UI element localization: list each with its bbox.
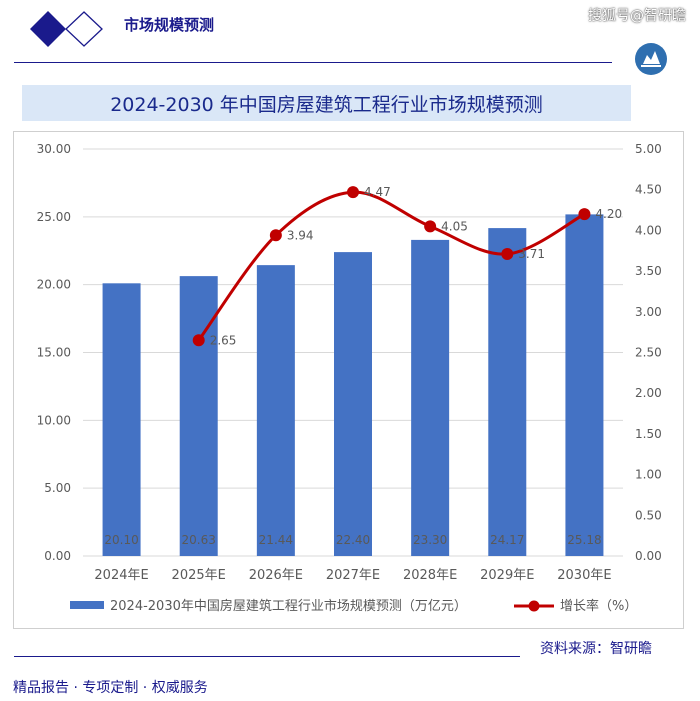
growth-point (578, 208, 591, 221)
x-tick-label: 2028年E (403, 568, 457, 583)
growth-data-label: 2.65 (210, 333, 237, 347)
legend-bar-label: 2024-2030年中国房屋建筑工程行业市场规模预测（万亿元） (110, 598, 467, 614)
y-right-tick-label: 5.00 (635, 142, 662, 156)
y-left-tick-label: 10.00 (37, 413, 71, 427)
x-tick-label: 2027年E (326, 568, 380, 583)
watermark-text: 搜狐号@智研瞻 (588, 8, 686, 24)
chart-title-box: 2024-2030 年中国房屋建筑工程行业市场规模预测 (22, 85, 631, 121)
y-right-tick-label: 3.00 (635, 305, 662, 319)
bar-data-label: 25.18 (567, 533, 601, 547)
x-tick-label: 2029年E (480, 568, 534, 583)
y-right-tick-label: 4.00 (635, 223, 662, 237)
growth-data-label: 4.20 (595, 207, 622, 221)
bar (334, 252, 372, 556)
y-left-tick-label: 20.00 (37, 278, 71, 292)
y-right-tick-label: 4.50 (635, 183, 662, 197)
combo-chart: 0.00 5.00 10.00 15.00 20.00 25.00 30.00 0.00 0.5… (37, 142, 662, 614)
x-tick-label: 2024年E (94, 568, 148, 583)
header-title: 市场规模预测 (124, 16, 215, 34)
y-left-tick-label: 15.00 (37, 346, 71, 360)
bar (102, 283, 141, 556)
chart-frame: 0.00 5.00 10.00 15.00 20.00 25.00 30.00 0.00 0.5… (13, 131, 684, 629)
legend-line-marker (528, 600, 540, 612)
bar (256, 265, 295, 556)
bar-data-label: 20.63 (182, 533, 216, 547)
bar (488, 228, 527, 556)
growth-point (424, 220, 437, 233)
bar-data-label: 24.17 (490, 533, 524, 547)
y-right-tick-label: 1.00 (635, 468, 662, 482)
y-right-tick-label: 2.00 (635, 386, 662, 400)
bar-data-label: 20.10 (104, 533, 138, 547)
growth-point (269, 229, 282, 242)
bar (179, 276, 218, 556)
y-right-tick-label: 3.50 (635, 264, 662, 278)
bar-data-label: 22.40 (336, 533, 370, 547)
source-note: 资料来源：智研瞻 (540, 641, 652, 657)
bar (411, 239, 450, 556)
y-right-tick-label: 2.50 (635, 346, 662, 360)
y-left-tick-label: 0.00 (44, 549, 71, 563)
chart-title: 2024-2030 年中国房屋建筑工程行业市场规模预测 (110, 93, 543, 116)
y-left-tick-label: 25.00 (37, 210, 71, 224)
y-left-tick-label: 30.00 (37, 142, 71, 156)
growth-data-label: 4.47 (364, 185, 391, 199)
brand-logo-icon (30, 11, 103, 47)
y-right-tick-label: 0.50 (635, 508, 662, 522)
growth-data-label: 3.71 (518, 247, 545, 261)
x-tick-label: 2026年E (249, 568, 303, 583)
header-divider (14, 62, 612, 63)
growth-point (501, 248, 514, 261)
y-left-tick-label: 5.00 (44, 481, 71, 495)
x-tick-label: 2030年E (557, 568, 611, 583)
y-right-tick-label: 0.00 (635, 549, 662, 563)
footer-tagline: 精品报告 · 专项定制 · 权威服务 (13, 680, 208, 696)
growth-point (192, 334, 205, 347)
legend-line-label: 增长率（%） (560, 598, 637, 614)
x-tick-label: 2025年E (172, 568, 226, 583)
company-badge-icon (635, 43, 667, 75)
y-right-tick-label: 1.50 (635, 427, 662, 441)
growth-point (347, 186, 359, 199)
bar-data-label: 21.44 (259, 533, 293, 547)
growth-line (197, 190, 586, 342)
growth-data-label: 3.94 (287, 228, 314, 242)
growth-data-label: 4.05 (441, 219, 468, 233)
bar (565, 214, 604, 556)
legend-bar-swatch (70, 601, 104, 609)
footer-divider (14, 656, 520, 657)
bar-data-label: 23.30 (413, 533, 447, 547)
